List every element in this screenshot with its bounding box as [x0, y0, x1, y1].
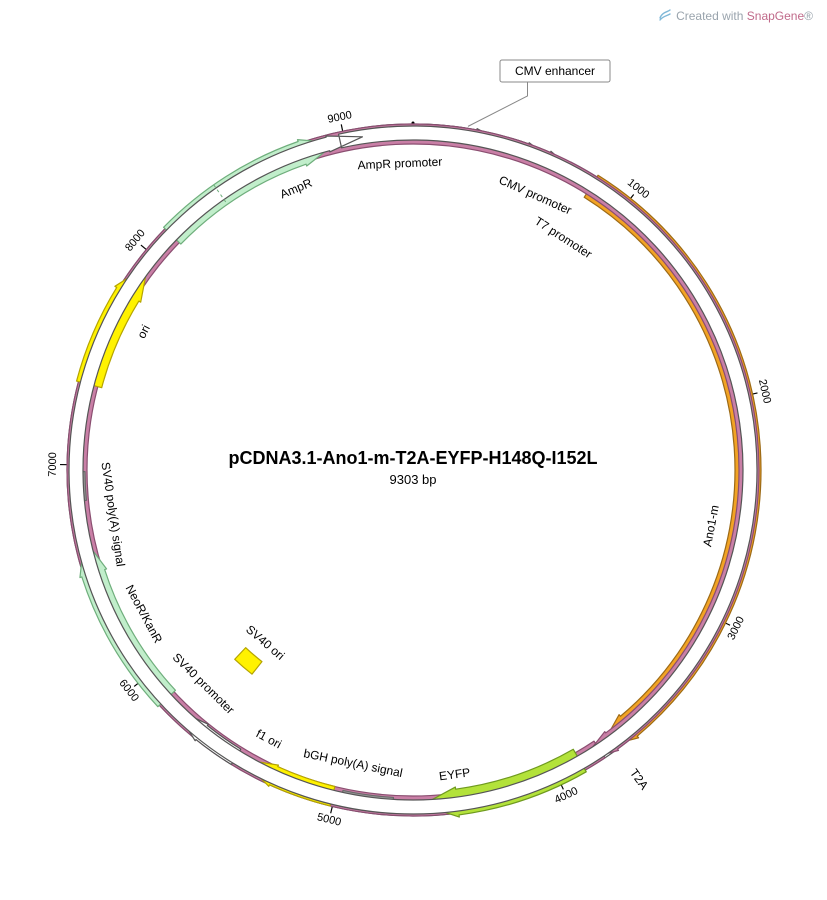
feature-label: f1 ori [254, 726, 284, 751]
feature-label: ori [134, 322, 153, 340]
credit-prefix: Created with [676, 9, 747, 23]
credit-line: Created with SnapGene® [658, 8, 813, 23]
scale-label: 8000 [123, 227, 148, 254]
snapgene-logo-icon [658, 8, 672, 22]
feature-label: SV40 poly(A) signal [98, 461, 127, 567]
feature-ampr-promoter: AmpR promoter [69, 126, 757, 814]
feature-label: T2A [627, 766, 651, 792]
plasmid-map: 100020003000400050006000700080009000pCDN… [0, 0, 827, 900]
scale-label: 9000 [327, 109, 353, 126]
credit-suffix: ® [804, 9, 813, 23]
plasmid-length: 9303 bp [390, 472, 437, 487]
feature-label: T7 promoter [532, 214, 594, 261]
feature-label: AmpR promoter [357, 155, 442, 173]
feature-label: EYFP [438, 765, 471, 783]
scale-label: 3000 [725, 615, 747, 642]
feature-label: AmpR [278, 176, 314, 202]
feature-sv40-ori: SV40 ori [235, 622, 288, 674]
scale-label: 5000 [316, 811, 343, 828]
plasmid-title: pCDNA3.1-Ano1-m-T2A-EYFP-H148Q-I152L [228, 448, 597, 468]
scale-label: 4000 [553, 785, 580, 806]
callout-leader [468, 82, 527, 126]
feature-label: Ano1-m [700, 504, 722, 548]
feature-label: bGH poly(A) signal [302, 746, 403, 780]
scale-label: 2000 [756, 378, 773, 405]
scale-label: 7000 [47, 452, 59, 477]
credit-brand: SnapGene [747, 9, 804, 23]
feature-label: CMV enhancer [515, 64, 595, 78]
